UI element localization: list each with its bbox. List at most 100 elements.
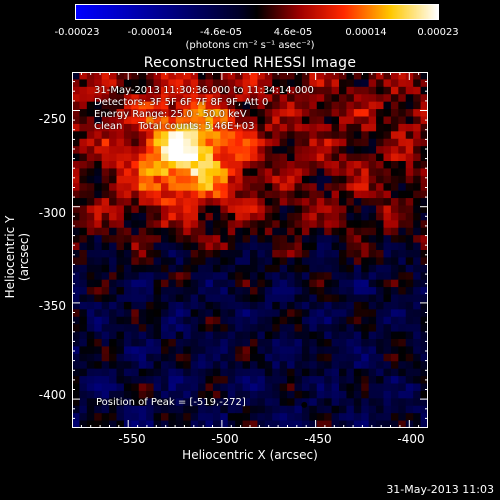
heatmap-cell [227,309,236,318]
heatmap-cell [301,405,310,414]
heatmap-cell [94,390,103,399]
heatmap-cell [301,109,310,118]
heatmap-cell [368,198,377,207]
heatmap-cell [383,361,392,370]
heatmap-cell [361,190,370,199]
heatmap-cell [368,242,377,251]
heatmap-cell [398,198,407,207]
heatmap-cell [301,272,310,281]
heatmap-cell [309,376,318,385]
heatmap-cell [109,316,118,325]
heatmap-cell [168,353,177,362]
heatmap-cell [242,272,251,281]
heatmap-cell [227,420,236,428]
heatmap-cell [331,294,340,303]
heatmap-cell [116,272,125,281]
heatmap-cell [146,331,155,340]
heatmap-cell [175,198,184,207]
heatmap-cell [123,272,132,281]
heatmap-cell [72,190,81,199]
heatmap-cell [94,198,103,207]
heatmap-cell [257,331,266,340]
heatmap-cell [287,413,296,422]
heatmap-cell [398,242,407,251]
heatmap-cell [175,220,184,229]
heatmap-cell [183,123,192,132]
heatmap-cell [294,339,303,348]
heatmap-cell [294,316,303,325]
heatmap-cell [212,242,221,251]
heatmap-cell [153,339,162,348]
heatmap-cell [309,361,318,370]
heatmap-cell [198,264,207,273]
heatmap-cell [205,79,214,88]
heatmap-cell [420,175,428,184]
heatmap-cell [175,250,184,259]
heatmap-cell [220,398,229,407]
heatmap-cell [272,361,281,370]
heatmap-cell [123,220,132,229]
heatmap-cell [390,339,399,348]
heatmap-cell [376,398,385,407]
heatmap-cell [227,339,236,348]
heatmap-cell [79,272,88,281]
heatmap-cell [168,198,177,207]
heatmap-cell [94,279,103,288]
heatmap-cell [138,212,147,221]
heatmap-cell [287,353,296,362]
heatmap-cell [123,301,132,310]
heatmap-cell [183,353,192,362]
heatmap-cell [361,79,370,88]
heatmap-cell [316,353,325,362]
heatmap-cell [287,175,296,184]
heatmap-cell [242,353,251,362]
heatmap-cell [205,131,214,140]
heatmap-cell [383,161,392,170]
y-tick-label: -400 [38,388,66,402]
heatmap-cell [86,86,95,95]
heatmap-cell [190,123,199,132]
heatmap-cell [383,301,392,310]
heatmap-cell [353,383,362,392]
heatmap-cell [339,227,348,236]
heatmap-cell [72,205,81,214]
heatmap-cell [301,324,310,333]
heatmap-cell [198,183,207,192]
heatmap-cell [316,72,325,81]
heatmap-cell [183,131,192,140]
heatmap-cell [339,376,348,385]
heatmap-cell [242,168,251,177]
heatmap-cell [405,368,414,377]
heatmap-cell [116,183,125,192]
heatmap-cell [131,198,140,207]
heatmap-cell [183,264,192,273]
heatmap-cell [420,250,428,259]
heatmap-cell [346,175,355,184]
heatmap-cell [131,116,140,125]
heatmap-cell [220,405,229,414]
heatmap-cell [287,138,296,147]
heatmap-cell [131,161,140,170]
heatmap-cell [109,109,118,118]
heatmap-cell [242,190,251,199]
heatmap-cell [413,405,422,414]
heatmap-cell [301,227,310,236]
heatmap-cell [235,72,244,81]
heatmap-cell [212,324,221,333]
heatmap-cell [368,86,377,95]
heatmap-cell [235,346,244,355]
heatmap-cell [279,316,288,325]
heatmap-cell [420,413,428,422]
heatmap-cell [175,86,184,95]
heatmap-cell [146,398,155,407]
heatmap-cell [168,86,177,95]
heatmap-cell [227,161,236,170]
heatmap-cell [413,368,422,377]
heatmap-cell [183,235,192,244]
heatmap-cell [212,420,221,428]
heatmap-cell [383,390,392,399]
heatmap-cell [361,301,370,310]
heatmap-cell [398,413,407,422]
heatmap-cell [212,264,221,273]
heatmap-cell [339,198,348,207]
